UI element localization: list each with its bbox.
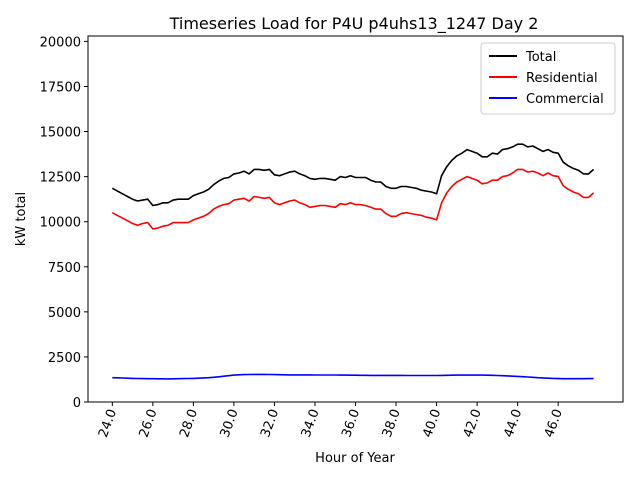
legend-box — [480, 42, 616, 115]
y-tick-label: 15000 — [40, 126, 81, 141]
y-tick-label: 20000 — [40, 35, 81, 50]
y-axis: 0 2500 5000 7500 10000 12500 15000 17500 20000 — [40, 35, 88, 411]
legend: Total Residential Commercial — [480, 42, 616, 115]
series-line-residential — [111, 168, 595, 230]
chart-title: Timeseries Load for P4U p4uhs13_1247 Day… — [169, 14, 539, 34]
y-tick-label: 0 — [73, 396, 81, 411]
y-tick-label: 7500 — [48, 261, 81, 276]
series-lines — [111, 143, 595, 380]
y-tick-label: 17500 — [40, 80, 81, 95]
legend-label-commercial: Commercial — [526, 92, 604, 107]
y-tick-label: 2500 — [48, 351, 81, 366]
legend-label-residential: Residential — [526, 71, 598, 86]
y-tick-label: 5000 — [48, 306, 81, 321]
x-axis-title: Hour of Year — [315, 451, 395, 466]
series-line-commercial — [112, 373, 594, 380]
y-axis-title: kW total — [14, 192, 29, 246]
series-line-total — [111, 143, 595, 207]
y-tick-label: 12500 — [40, 171, 81, 186]
y-tick-label: 10000 — [40, 216, 81, 231]
legend-label-total: Total — [525, 50, 556, 65]
